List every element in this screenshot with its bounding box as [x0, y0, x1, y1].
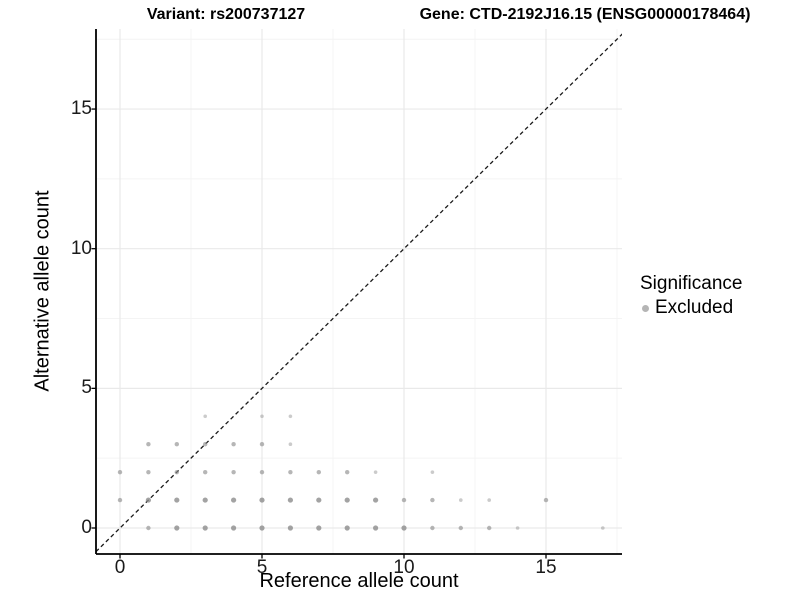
data-point: [515, 526, 520, 530]
data-point: [259, 497, 265, 503]
data-point: [401, 525, 407, 531]
data-point: [487, 498, 492, 502]
data-point: [146, 525, 151, 531]
data-point: [430, 525, 435, 531]
legend: Significance Excluded: [640, 272, 742, 320]
data-point: [259, 469, 265, 475]
x-tick-label: 15: [535, 557, 557, 578]
y-tick-label: 5: [81, 377, 92, 399]
legend-item-label: Excluded: [655, 297, 734, 318]
data-point: [146, 469, 151, 475]
y-tick-label: 0: [81, 517, 92, 538]
data-point: [287, 525, 293, 531]
y-tick-label: 10: [70, 237, 92, 259]
data-point: [288, 442, 293, 447]
legend-item-excluded: Excluded: [640, 296, 742, 320]
data-point: [373, 525, 379, 531]
data-point: [231, 442, 236, 447]
data-point: [287, 497, 293, 503]
data-point: [458, 525, 463, 531]
y-tick-label: 15: [70, 98, 92, 120]
data-point: [316, 497, 322, 503]
data-point: [430, 497, 435, 503]
data-point: [260, 414, 264, 419]
data-point: [231, 469, 236, 475]
data-point: [316, 525, 322, 531]
x-tick-label: 5: [256, 557, 268, 578]
x-tick-label: 10: [393, 557, 415, 578]
data-point: [288, 469, 293, 475]
data-point: [202, 497, 208, 503]
x-axis-title: Reference allele count: [259, 570, 459, 592]
data-point: [231, 525, 237, 531]
data-point: [202, 525, 208, 531]
data-point: [373, 497, 379, 503]
x-tick-label: 0: [114, 557, 126, 578]
data-point: [259, 442, 265, 447]
data-point: [459, 498, 463, 502]
data-point: [288, 414, 293, 419]
data-point: [174, 469, 179, 475]
data-point: [146, 442, 151, 447]
data-point: [345, 469, 350, 475]
data-point: [203, 414, 207, 419]
data-point: [344, 525, 350, 531]
data-point: [174, 442, 179, 447]
identity-line: [96, 33, 622, 553]
data-point: [601, 526, 605, 530]
data-point: [259, 525, 265, 531]
data-point: [117, 469, 123, 475]
data-point: [316, 469, 321, 475]
data-point: [373, 470, 378, 474]
excluded-dot-icon: [642, 304, 649, 312]
data-point: [174, 525, 180, 531]
data-point: [543, 497, 549, 503]
legend-title: Significance: [640, 273, 743, 294]
data-point: [145, 497, 151, 503]
data-point: [231, 497, 237, 503]
data-point: [401, 497, 407, 503]
gene-title: Gene: CTD-2192J16.15 (ENSG00000178464): [419, 6, 751, 23]
variant-title: Variant: rs200737127: [146, 6, 306, 23]
data-point: [344, 497, 350, 503]
data-point: [430, 470, 435, 474]
data-point: [487, 525, 492, 531]
data-point: [203, 469, 208, 475]
y-axis-title: Alternative allele count: [31, 190, 54, 392]
data-point: [174, 497, 180, 503]
data-point: [117, 497, 123, 503]
data-point: [203, 442, 208, 447]
